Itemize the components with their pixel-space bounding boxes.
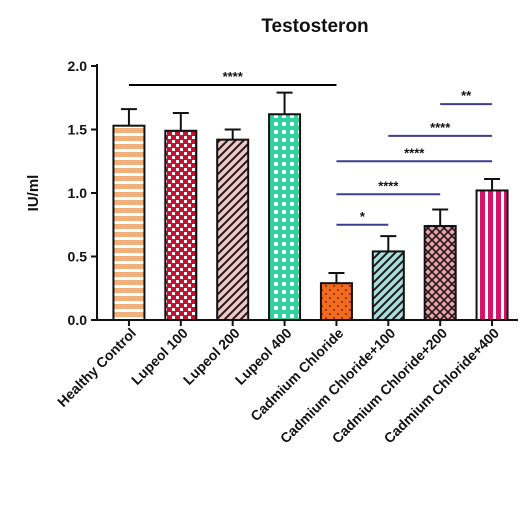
chart-title: Testosteron bbox=[261, 16, 368, 37]
y-tick-label: 0.5 bbox=[68, 249, 88, 265]
bar bbox=[371, 250, 405, 321]
bar bbox=[475, 189, 509, 321]
y-tick-label: 1.0 bbox=[68, 185, 88, 201]
y-tick-label: 1.5 bbox=[68, 122, 88, 138]
y-axis-label: IU/ml bbox=[25, 175, 42, 212]
y-tick-label: 2.0 bbox=[68, 58, 88, 74]
bar bbox=[319, 282, 353, 322]
error-bar bbox=[224, 128, 241, 140]
significance-label: * bbox=[360, 209, 366, 224]
error-bar bbox=[432, 208, 449, 227]
error-bar bbox=[380, 235, 397, 252]
x-tick-label: Healthy Control bbox=[54, 325, 139, 410]
y-tick-label: 0.0 bbox=[68, 312, 88, 328]
significance-label: **** bbox=[223, 69, 244, 84]
bar bbox=[423, 225, 457, 322]
bar bbox=[216, 138, 250, 321]
error-bar bbox=[276, 91, 293, 115]
bar bbox=[112, 124, 146, 321]
significance-label: **** bbox=[404, 145, 425, 160]
bar bbox=[268, 113, 302, 322]
bar bbox=[164, 129, 198, 321]
error-bar bbox=[328, 272, 345, 284]
error-bar bbox=[484, 178, 501, 191]
error-bar bbox=[172, 111, 189, 131]
significance-label: ** bbox=[461, 88, 472, 103]
significance-label: **** bbox=[378, 178, 399, 193]
x-tick-label: Cadmium Chloride bbox=[247, 325, 346, 424]
error-bar bbox=[120, 108, 137, 126]
significance-label: **** bbox=[430, 120, 451, 135]
